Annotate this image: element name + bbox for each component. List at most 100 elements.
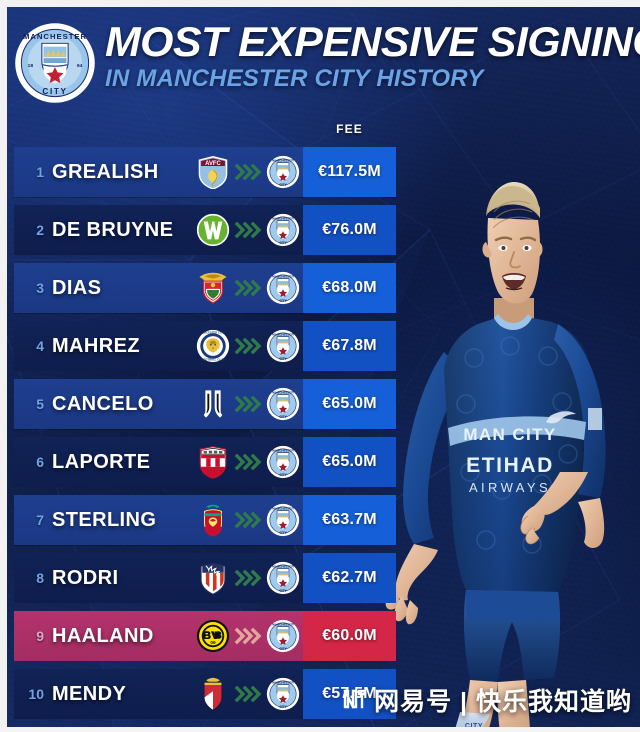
borussia-dortmund-badge: 09 bbox=[196, 619, 230, 653]
manchester-city-badge: MANCHESTER CITY bbox=[266, 387, 300, 421]
manchester-city-badge: MANCHESTER CITY bbox=[266, 329, 300, 363]
svg-text:FOOTBALL CLUB: FOOTBALL CLUB bbox=[201, 357, 224, 361]
svg-text:CITY: CITY bbox=[279, 415, 287, 419]
aston-villa-badge: AVFC bbox=[198, 155, 228, 189]
row-rank: 7 bbox=[36, 512, 44, 528]
table-row[interactable]: 10 MENDY bbox=[0, 665, 640, 723]
watermark-text: 网易号 | 快乐我知道哟 bbox=[374, 688, 632, 716]
row-player-name: STERLING bbox=[52, 508, 157, 531]
row-rank: 5 bbox=[36, 396, 44, 412]
svg-text:MANCHESTER: MANCHESTER bbox=[272, 448, 294, 452]
table-row[interactable]: 6 LAPORTE bbox=[0, 433, 640, 491]
transfer-arrow-icon bbox=[234, 627, 262, 645]
monaco-badge bbox=[204, 677, 222, 711]
row-fee: €63.7M bbox=[303, 495, 396, 545]
shirt-etihad-text: ETIHAD bbox=[466, 454, 554, 477]
row-player-name: LAPORTE bbox=[52, 450, 151, 473]
row-rank: 6 bbox=[36, 454, 44, 470]
row-rank: 3 bbox=[36, 280, 44, 296]
manchester-city-badge: MANCHESTER CITY bbox=[266, 677, 300, 711]
table-row[interactable]: 4 MAHREZ LEICESTER CITY FOOTBALL CLUB bbox=[0, 317, 640, 375]
manchester-city-badge: MANCHESTER CITY bbox=[266, 445, 300, 479]
manchester-city-crest: MANCHESTER CITY 18 94 bbox=[15, 23, 95, 103]
page-title: MOST EXPENSIVE SIGNINGS bbox=[105, 18, 640, 65]
watermark: 网易号 | 快乐我知道哟 bbox=[342, 682, 632, 718]
manchester-city-badge: MANCHESTER CITY bbox=[266, 503, 300, 537]
juventus-badge bbox=[203, 390, 223, 418]
svg-text:CITY: CITY bbox=[279, 241, 287, 245]
svg-text:CITY: CITY bbox=[42, 87, 67, 96]
transfer-arrow-icon bbox=[234, 511, 262, 529]
table-row[interactable]: 5 CANCELO MANCHE bbox=[0, 375, 640, 433]
row-player-name: DIAS bbox=[52, 276, 102, 299]
transfer-arrow-icon bbox=[234, 569, 262, 587]
table-row[interactable]: 2 DE BRUYNE MANCHESTER bbox=[0, 201, 640, 259]
row-player-name: DE BRUYNE bbox=[52, 218, 174, 241]
signings-table: 1 GREALISH AVFC bbox=[0, 143, 640, 723]
svg-text:CITY: CITY bbox=[279, 705, 287, 709]
row-rank: 10 bbox=[28, 686, 44, 702]
svg-text:MANCHESTER: MANCHESTER bbox=[272, 216, 294, 220]
transfer-arrow-icon bbox=[234, 685, 262, 703]
svg-text:18: 18 bbox=[28, 63, 34, 69]
manchester-city-badge: MANCHESTER CITY bbox=[266, 213, 300, 247]
row-player-name: HAALAND bbox=[52, 624, 154, 647]
table-row[interactable]: 8 RODRI bbox=[0, 549, 640, 607]
transfer-arrow-icon bbox=[234, 221, 262, 239]
row-fee: €65.0M bbox=[303, 379, 396, 429]
row-fee: €67.8M bbox=[303, 321, 396, 371]
svg-text:MANCHESTER: MANCHESTER bbox=[272, 274, 294, 278]
svg-text:MANCHESTER: MANCHESTER bbox=[272, 622, 294, 626]
shirt-airways-text: AIRWAYS bbox=[469, 480, 551, 495]
svg-text:MANCHESTER: MANCHESTER bbox=[272, 390, 294, 394]
athletic-bilbao-badge bbox=[199, 446, 227, 479]
svg-text:09: 09 bbox=[210, 640, 216, 646]
row-rank: 2 bbox=[36, 222, 44, 238]
svg-text:MANCHESTER: MANCHESTER bbox=[272, 564, 294, 568]
svg-text:MANCHESTER: MANCHESTER bbox=[272, 680, 294, 684]
netease-logo-icon bbox=[343, 689, 367, 709]
table-row[interactable]: 3 DIAS bbox=[0, 259, 640, 317]
benfica-badge bbox=[199, 272, 227, 304]
manchester-city-badge: MANCHESTER CITY bbox=[266, 271, 300, 305]
transfer-arrow-icon bbox=[234, 453, 262, 471]
leicester-city-badge: LEICESTER CITY FOOTBALL CLUB bbox=[196, 329, 230, 363]
svg-text:CITY: CITY bbox=[279, 299, 287, 303]
svg-text:CITY: CITY bbox=[279, 473, 287, 477]
svg-text:CITY: CITY bbox=[279, 647, 287, 651]
svg-text:AVFC: AVFC bbox=[205, 161, 221, 167]
shirt-man-city-text: MAN CITY bbox=[463, 425, 556, 444]
row-player-name: CANCELO bbox=[52, 392, 154, 415]
svg-text:MANCHESTER: MANCHESTER bbox=[272, 506, 294, 510]
manchester-city-badge: MANCHESTER CITY bbox=[266, 561, 300, 595]
svg-text:MANCHESTER: MANCHESTER bbox=[23, 32, 87, 41]
row-rank: 1 bbox=[36, 164, 44, 180]
row-rank: 8 bbox=[36, 570, 44, 586]
poster-header: MANCHESTER CITY 18 94 MOST EXPENSIVE SIG… bbox=[0, 8, 640, 120]
manchester-city-badge: MANCHESTER CITY bbox=[266, 619, 300, 653]
svg-text:CITY: CITY bbox=[279, 357, 287, 361]
haaland-photo: MAN CITY ETIHAD AIRWAYS bbox=[385, 182, 606, 732]
row-player-name: MENDY bbox=[52, 682, 127, 705]
fee-column-header: FEE bbox=[336, 122, 363, 136]
table-row[interactable]: 1 GREALISH AVFC bbox=[0, 143, 640, 201]
title-block: MOST EXPENSIVE SIGNINGS IN MANCHESTER CI… bbox=[105, 20, 640, 92]
row-player-name: GREALISH bbox=[52, 160, 159, 183]
transfer-arrow-icon bbox=[234, 395, 262, 413]
wolfsburg-badge bbox=[196, 213, 230, 247]
table-row-highlighted[interactable]: 9 HAALAND 09 bbox=[0, 607, 640, 665]
table-row[interactable]: 7 STERLING bbox=[0, 491, 640, 549]
row-fee: €117.5M bbox=[303, 147, 396, 197]
row-fee: €65.0M bbox=[303, 437, 396, 487]
row-rank: 9 bbox=[36, 628, 44, 644]
svg-text:CITY: CITY bbox=[465, 723, 483, 730]
liverpool-badge bbox=[203, 504, 223, 537]
transfer-arrow-icon bbox=[234, 163, 262, 181]
atletico-madrid-badge bbox=[200, 563, 226, 595]
frame-bottom-edge bbox=[0, 727, 640, 732]
row-fee: €76.0M bbox=[303, 205, 396, 255]
svg-text:MANCHESTER: MANCHESTER bbox=[272, 158, 294, 162]
page-subtitle: IN MANCHESTER CITY HISTORY bbox=[105, 65, 484, 92]
svg-text:CITY: CITY bbox=[279, 531, 287, 535]
